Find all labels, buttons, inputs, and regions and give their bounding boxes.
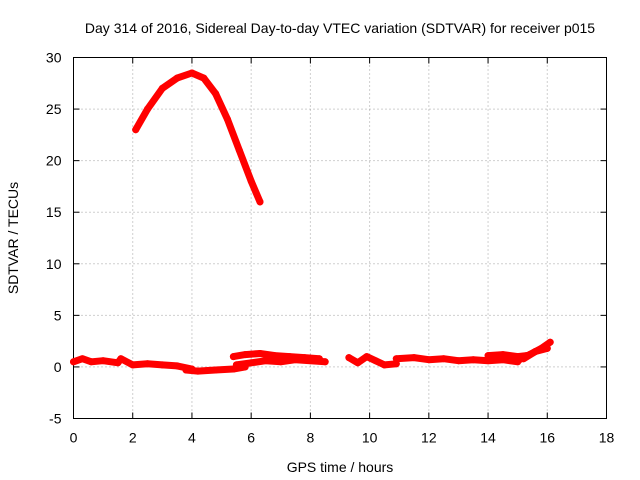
x-tick-label: 10 xyxy=(362,430,378,446)
data-point xyxy=(271,352,279,360)
x-tick-label: 6 xyxy=(247,430,255,446)
y-tick-label: 5 xyxy=(54,307,62,323)
data-point xyxy=(469,356,477,364)
grid xyxy=(73,57,607,419)
x-tick-label: 4 xyxy=(188,430,196,446)
y-tick-label: 15 xyxy=(46,204,62,220)
y-tick-label: 0 xyxy=(54,359,62,375)
data-point xyxy=(440,355,448,363)
data-point xyxy=(173,74,181,82)
data-point xyxy=(315,355,323,363)
data-point xyxy=(229,353,237,361)
data-point xyxy=(301,354,308,362)
series-line-satellite-arc-high xyxy=(132,69,264,206)
data-point xyxy=(345,354,353,362)
y-tick-label: 30 xyxy=(46,50,62,66)
data-point xyxy=(410,354,418,362)
y-tick-label: 25 xyxy=(46,101,62,117)
data-point xyxy=(212,90,220,98)
data-point xyxy=(531,348,539,355)
data-point xyxy=(454,357,462,365)
y-axis-label: SDTVAR / TECUs xyxy=(5,182,21,294)
plot-frame xyxy=(73,57,607,419)
data-point xyxy=(173,362,181,370)
x-tick-label: 0 xyxy=(70,430,78,446)
x-axis-label: GPS time / hours xyxy=(287,459,394,475)
data-point xyxy=(200,74,208,82)
data-point xyxy=(256,198,264,206)
y-tick-label: 20 xyxy=(46,153,62,169)
data-point xyxy=(546,338,554,346)
data-point xyxy=(484,352,492,360)
data-point xyxy=(144,360,151,368)
series-group xyxy=(70,69,554,375)
data-point xyxy=(78,355,86,363)
data-point xyxy=(224,115,231,123)
x-tick-label: 16 xyxy=(539,430,555,446)
data-point xyxy=(212,366,220,374)
data-point xyxy=(87,358,95,366)
data-point xyxy=(372,357,379,365)
data-point xyxy=(277,358,285,366)
data-point xyxy=(182,366,190,374)
data-point xyxy=(425,356,433,364)
data-point xyxy=(256,350,264,357)
data-point xyxy=(188,69,196,77)
data-point xyxy=(520,355,528,363)
data-point xyxy=(247,177,255,185)
data-point xyxy=(363,353,371,361)
x-tick-label: 12 xyxy=(421,430,437,446)
data-point xyxy=(241,351,249,359)
data-point xyxy=(262,357,270,365)
data-point xyxy=(247,359,255,367)
data-point xyxy=(286,353,294,361)
data-point xyxy=(129,361,137,369)
data-point xyxy=(158,84,166,92)
data-point xyxy=(235,146,243,154)
data-point xyxy=(132,126,140,134)
data-point xyxy=(70,358,77,366)
data-point xyxy=(354,359,362,367)
x-tick-label: 2 xyxy=(129,430,137,446)
y-tick-label: 10 xyxy=(46,256,62,272)
data-point xyxy=(543,344,551,352)
data-point xyxy=(392,355,400,363)
data-point xyxy=(380,361,388,369)
data-point xyxy=(194,367,202,375)
data-point xyxy=(321,358,329,366)
x-tick-label: 14 xyxy=(480,430,496,446)
data-point xyxy=(514,357,522,365)
x-tick-label: 8 xyxy=(306,430,314,446)
data-point xyxy=(144,105,151,113)
x-tick-label: 18 xyxy=(599,430,615,446)
y-tick-label: -5 xyxy=(49,411,62,427)
data-point xyxy=(158,361,166,369)
data-point xyxy=(117,355,125,363)
chart-title: Day 314 of 2016, Sidereal Day-to-day VTE… xyxy=(85,20,595,36)
data-point xyxy=(499,351,507,359)
data-point xyxy=(99,357,107,365)
data-point xyxy=(232,361,240,369)
axis-ticks: 0 2 4 6 8 10 12 14 16 18 -5 0 5 10 15 20 25 30 xyxy=(46,50,615,446)
